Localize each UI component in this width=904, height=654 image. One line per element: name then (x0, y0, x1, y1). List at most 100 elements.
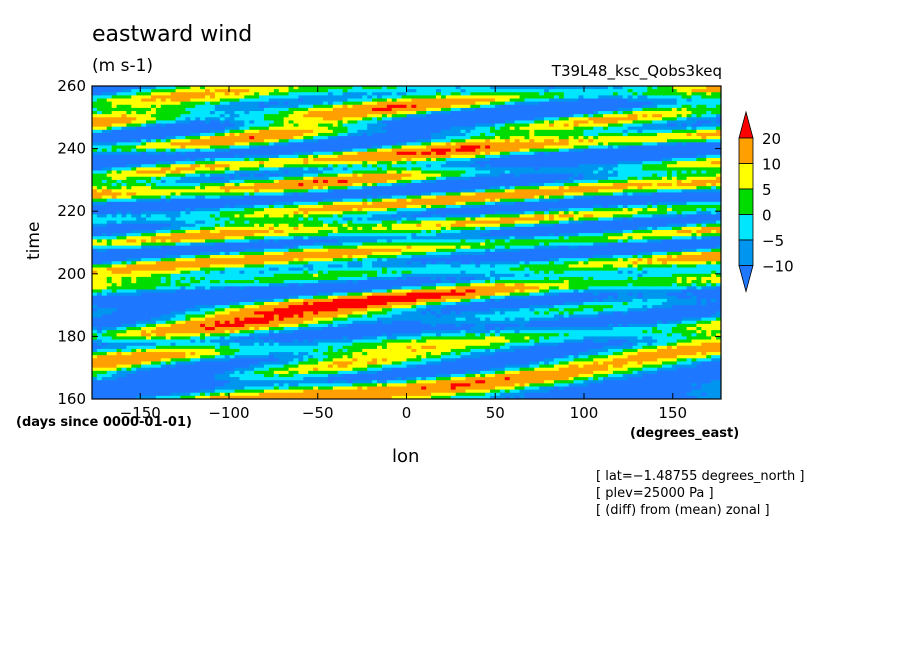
heatmap-cell (367, 132, 373, 137)
heatmap-cell (313, 173, 319, 178)
heatmap-cell (357, 145, 363, 149)
heatmap-cell (445, 126, 452, 131)
heatmap-cell (647, 95, 653, 99)
heatmap-cell (607, 192, 614, 196)
heatmap-cell (141, 176, 147, 181)
heatmap-cell (401, 107, 407, 112)
heatmap-cell (686, 92, 692, 96)
heatmap-cell (524, 192, 530, 196)
heatmap-cell (431, 89, 437, 93)
heatmap-cell (696, 145, 702, 149)
heatmap-cell (627, 176, 633, 181)
heatmap-cell (681, 120, 687, 124)
heatmap-cell (205, 139, 211, 143)
heatmap-cell (273, 192, 280, 196)
heatmap-cell (435, 139, 442, 143)
heatmap-cell (558, 145, 565, 149)
heatmap-cell (205, 98, 211, 103)
heatmap-cell (372, 183, 378, 187)
heatmap-cell (386, 136, 393, 140)
heatmap-cell (607, 154, 614, 159)
heatmap-cell (190, 114, 196, 118)
heatmap-cell (111, 126, 117, 131)
heatmap-cell (288, 179, 294, 184)
heatmap-cell (450, 183, 457, 187)
heatmap-cell (268, 154, 275, 159)
heatmap-cell (283, 195, 289, 200)
heatmap-cell (381, 95, 388, 99)
heatmap-cell (337, 154, 344, 159)
heatmap-cell (612, 107, 619, 112)
heatmap-cell (480, 198, 486, 203)
heatmap-cell (706, 170, 712, 175)
heatmap-cell (401, 111, 407, 115)
heatmap-cell (224, 189, 230, 193)
heatmap-cell (598, 192, 604, 196)
heatmap-cell (696, 86, 702, 90)
heatmap-cell (475, 151, 481, 156)
heatmap-cell (480, 170, 486, 175)
heatmap-cell (607, 157, 614, 162)
heatmap-cell (170, 123, 176, 128)
heatmap-cell (612, 98, 619, 103)
heatmap-cell (106, 173, 113, 178)
heatmap-cell (504, 161, 511, 165)
heatmap-cell (676, 186, 683, 190)
heatmap-cell (229, 86, 235, 90)
heatmap-cell (342, 139, 348, 143)
heatmap-cell (519, 132, 525, 137)
heatmap-cell (696, 132, 702, 137)
heatmap-cell (632, 204, 638, 209)
heatmap-cell (612, 151, 619, 156)
heatmap-cell (234, 157, 240, 162)
heatmap-cell (332, 142, 339, 146)
heatmap-cell (558, 195, 565, 200)
heatmap-cell (563, 117, 570, 121)
heatmap-cell (711, 151, 717, 156)
heatmap-cell (691, 145, 697, 149)
heatmap-cell (195, 179, 201, 184)
heatmap-cell (450, 114, 457, 118)
heatmap-cell (465, 92, 471, 96)
heatmap-cell (504, 117, 511, 121)
heatmap-cell (544, 195, 550, 200)
heatmap-cell (308, 154, 314, 159)
heatmap-cell (200, 101, 206, 106)
heatmap-cell (465, 186, 471, 190)
heatmap-cell (180, 139, 186, 143)
heatmap-cell (475, 161, 481, 165)
heatmap-cell (401, 173, 407, 178)
heatmap-cell (337, 164, 344, 168)
heatmap-cell (283, 117, 289, 121)
heatmap-cell (342, 86, 348, 90)
heatmap-cell (155, 176, 162, 181)
heatmap-cell (490, 154, 496, 159)
heatmap-cell (126, 170, 132, 175)
heatmap-cell (259, 148, 265, 153)
heatmap-cell (490, 101, 496, 106)
heatmap-cell (691, 186, 697, 190)
heatmap-cell (406, 148, 412, 153)
heatmap-cell (568, 167, 574, 171)
heatmap-cell (367, 123, 373, 128)
heatmap-cell (657, 192, 663, 196)
heatmap-cell (686, 151, 692, 156)
heatmap-cell (101, 157, 108, 162)
heatmap-cell (205, 195, 211, 200)
heatmap-cell (701, 164, 707, 168)
heatmap-cell (662, 167, 668, 171)
heatmap-cell (322, 161, 329, 165)
heatmap-cell (666, 204, 673, 209)
heatmap-cell (431, 142, 437, 146)
heatmap-cell (283, 154, 289, 159)
heatmap-cell (268, 157, 275, 162)
heatmap-cell (268, 151, 275, 156)
heatmap-cell (593, 129, 599, 134)
heatmap-cell (96, 148, 103, 153)
heatmap-cell (254, 183, 260, 187)
heatmap-cell (278, 198, 285, 203)
heatmap-cell (303, 170, 309, 175)
heatmap-cell (539, 136, 545, 140)
heatmap-cell (406, 98, 412, 103)
heatmap-cell (342, 161, 348, 165)
